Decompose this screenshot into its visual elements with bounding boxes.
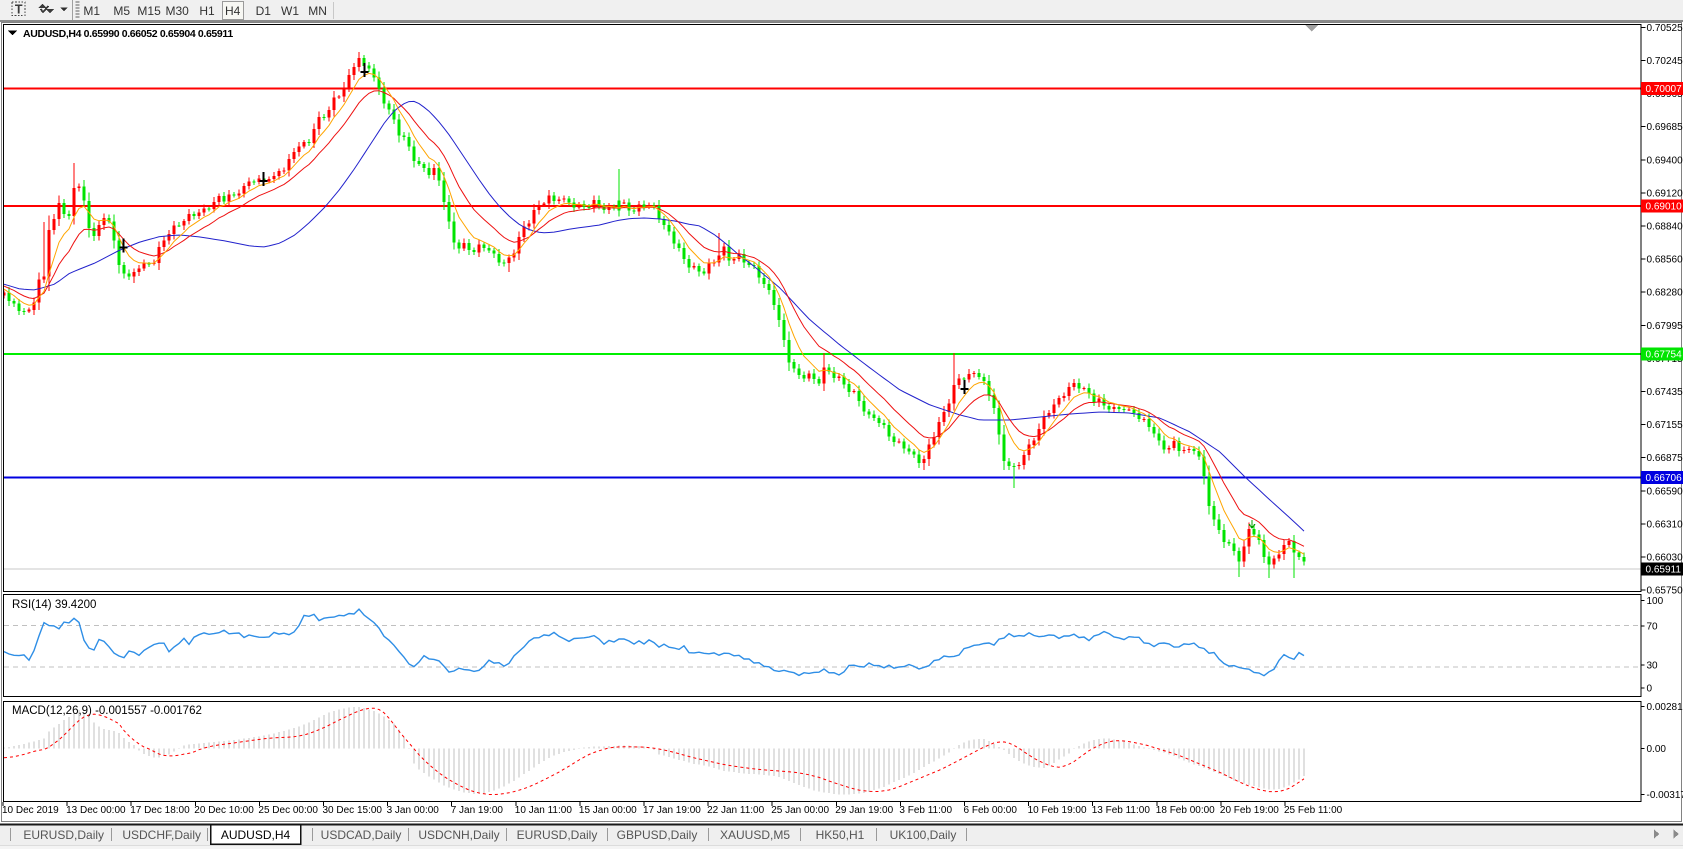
svg-text:15 Jan 00:00: 15 Jan 00:00 <box>579 805 637 816</box>
svg-text:M5: M5 <box>113 4 130 18</box>
svg-text:0.70525: 0.70525 <box>1647 23 1683 34</box>
svg-text:XAUUSD,M5: XAUUSD,M5 <box>720 828 790 842</box>
svg-text:MACD(12,26,9) -0.001557 -0.001: MACD(12,26,9) -0.001557 -0.001762 <box>12 705 202 717</box>
svg-text:0.65750: 0.65750 <box>1647 586 1683 597</box>
svg-text:10 Jan 11:00: 10 Jan 11:00 <box>515 805 573 816</box>
svg-text:0.68280: 0.68280 <box>1647 288 1683 299</box>
svg-text:25 Jan 00:00: 25 Jan 00:00 <box>771 805 829 816</box>
svg-text:70: 70 <box>1647 622 1659 633</box>
svg-text:100: 100 <box>1647 596 1664 607</box>
svg-text:EURUSD,Daily: EURUSD,Daily <box>517 828 598 842</box>
svg-text:3 Jan 00:00: 3 Jan 00:00 <box>387 805 440 816</box>
svg-text:AUDUSD,H4: AUDUSD,H4 <box>221 828 291 842</box>
svg-text:0.66310: 0.66310 <box>1647 520 1683 531</box>
svg-text:M1: M1 <box>83 4 100 18</box>
svg-text:-0.003179: -0.003179 <box>1647 790 1683 801</box>
svg-text:30: 30 <box>1647 661 1659 672</box>
svg-text:17 Jan 19:00: 17 Jan 19:00 <box>643 805 701 816</box>
svg-text:0.002817: 0.002817 <box>1647 702 1683 713</box>
svg-text:H1: H1 <box>199 4 215 18</box>
svg-text:0.66875: 0.66875 <box>1647 453 1683 464</box>
svg-text:25 Feb 11:00: 25 Feb 11:00 <box>1284 805 1343 816</box>
svg-text:0.68840: 0.68840 <box>1647 222 1683 233</box>
svg-text:0.67995: 0.67995 <box>1647 321 1683 332</box>
svg-text:30 Dec 15:00: 30 Dec 15:00 <box>323 805 383 816</box>
svg-text:0.68560: 0.68560 <box>1647 255 1683 266</box>
svg-text:6 Feb 00:00: 6 Feb 00:00 <box>964 805 1018 816</box>
svg-text:0.66030: 0.66030 <box>1647 553 1683 564</box>
svg-text:0: 0 <box>1647 684 1653 695</box>
svg-text:RSI(14) 39.4200: RSI(14) 39.4200 <box>12 599 96 611</box>
svg-text:0.67435: 0.67435 <box>1647 387 1683 398</box>
svg-text:T: T <box>15 3 23 17</box>
svg-text:25 Dec 00:00: 25 Dec 00:00 <box>258 805 318 816</box>
svg-text:0.69010: 0.69010 <box>1646 202 1683 213</box>
svg-text:0.70245: 0.70245 <box>1647 56 1683 67</box>
svg-text:D1: D1 <box>256 4 272 18</box>
svg-text:EURUSD,Daily: EURUSD,Daily <box>23 828 104 842</box>
svg-text:13 Dec 00:00: 13 Dec 00:00 <box>66 805 126 816</box>
svg-text:17 Dec 18:00: 17 Dec 18:00 <box>130 805 190 816</box>
svg-text:0.69400: 0.69400 <box>1647 156 1683 167</box>
svg-text:18 Feb 00:00: 18 Feb 00:00 <box>1156 805 1215 816</box>
svg-text:0.69685: 0.69685 <box>1647 122 1683 133</box>
svg-text:0.66706: 0.66706 <box>1646 473 1683 484</box>
svg-text:0.67155: 0.67155 <box>1647 420 1683 431</box>
svg-text:0.67754: 0.67754 <box>1646 349 1683 360</box>
svg-text:29 Jan 19:00: 29 Jan 19:00 <box>835 805 893 816</box>
svg-text:M30: M30 <box>166 4 190 18</box>
svg-text:GBPUSD,Daily: GBPUSD,Daily <box>617 828 698 842</box>
svg-text:HK50,H1: HK50,H1 <box>816 828 865 842</box>
svg-text:10 Dec 2019: 10 Dec 2019 <box>2 805 59 816</box>
svg-text:USDCAD,Daily: USDCAD,Daily <box>321 828 402 842</box>
svg-text:W1: W1 <box>281 4 299 18</box>
svg-text:0.00: 0.00 <box>1647 744 1667 755</box>
svg-text:20 Dec 10:00: 20 Dec 10:00 <box>194 805 254 816</box>
svg-text:MN: MN <box>308 4 327 18</box>
svg-text:3 Feb 11:00: 3 Feb 11:00 <box>899 805 952 816</box>
svg-text:AUDUSD,H4 0.65990 0.66052 0.6: AUDUSD,H4 0.65990 0.66052 0.65904 0.6591… <box>23 28 233 40</box>
svg-text:7 Jan 19:00: 7 Jan 19:00 <box>451 805 504 816</box>
svg-text:USDCHF,Daily: USDCHF,Daily <box>122 828 201 842</box>
svg-text:20 Feb 19:00: 20 Feb 19:00 <box>1220 805 1279 816</box>
svg-text:0.66590: 0.66590 <box>1647 487 1683 498</box>
svg-text:10 Feb 19:00: 10 Feb 19:00 <box>1028 805 1087 816</box>
svg-text:UK100,Daily: UK100,Daily <box>890 828 957 842</box>
svg-text:0.65911: 0.65911 <box>1646 565 1682 576</box>
svg-text:13 Feb 11:00: 13 Feb 11:00 <box>1092 805 1151 816</box>
svg-text:M15: M15 <box>137 4 161 18</box>
svg-text:USDCNH,Daily: USDCNH,Daily <box>418 828 499 842</box>
svg-text:0.70007: 0.70007 <box>1646 84 1683 95</box>
svg-text:22 Jan 11:00: 22 Jan 11:00 <box>707 805 765 816</box>
svg-text:0.69120: 0.69120 <box>1647 189 1683 200</box>
svg-text:H4: H4 <box>225 4 241 18</box>
